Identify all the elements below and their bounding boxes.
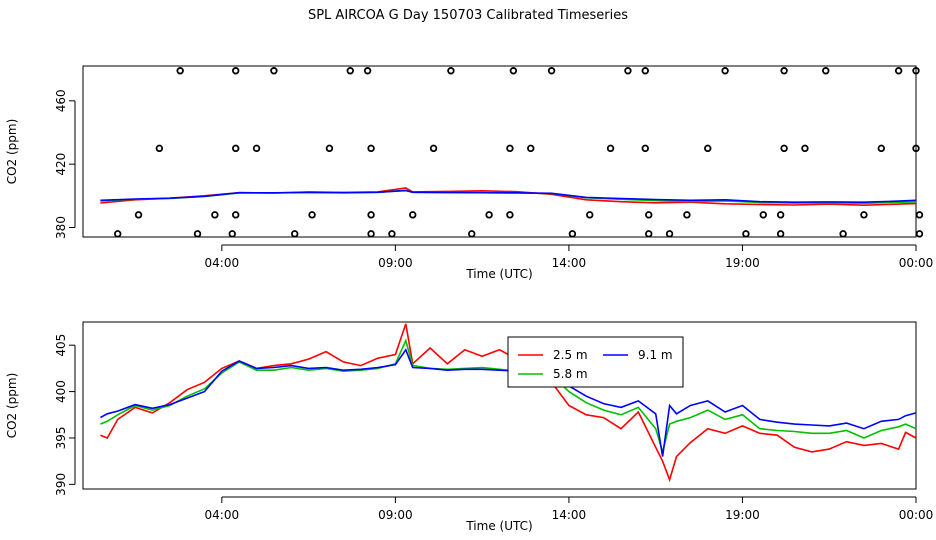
- data-point: [742, 230, 750, 238]
- data-point: [346, 67, 354, 75]
- data-point: [645, 211, 653, 219]
- data-point: [193, 230, 202, 238]
- data-point: [839, 230, 847, 238]
- y-tick-label: 390: [54, 473, 68, 496]
- data-point: [134, 211, 143, 219]
- data-point: [232, 144, 240, 153]
- data-point: [308, 211, 316, 219]
- data-point: [877, 144, 885, 153]
- y-tick-label: 395: [54, 427, 68, 450]
- data-point: [606, 144, 615, 153]
- legend-label: 5.8 m: [553, 367, 588, 381]
- plot-frame: [82, 65, 917, 238]
- legend-box: [507, 336, 684, 388]
- data-point: [704, 144, 712, 153]
- x-tick-label: 09:00: [378, 256, 413, 270]
- data-point: [363, 67, 372, 75]
- data-point: [780, 67, 788, 75]
- data-point: [641, 67, 649, 75]
- data-point: [155, 144, 164, 153]
- data-point: [485, 211, 493, 219]
- data-point: [367, 144, 375, 153]
- data-point: [912, 67, 920, 75]
- chart-title: SPL AIRCOA G Day 150703 Calibrated Times…: [307, 8, 629, 23]
- data-point: [506, 144, 514, 153]
- y-tick-label: 400: [54, 380, 68, 403]
- data-point: [568, 230, 577, 238]
- data-point: [894, 67, 903, 75]
- legend-label: 9.1 m: [638, 348, 673, 362]
- x-tick-label: 00:00: [899, 256, 934, 270]
- y-axis-label: CO2 (ppm): [5, 119, 19, 185]
- data-point: [915, 230, 924, 238]
- x-tick-label: 04:00: [205, 508, 240, 522]
- data-point: [780, 144, 788, 153]
- data-point: [665, 230, 674, 238]
- data-point: [915, 211, 924, 219]
- data-point: [114, 230, 122, 238]
- x-tick-label: 04:00: [205, 256, 240, 270]
- data-point: [447, 67, 455, 75]
- data-point: [232, 67, 240, 75]
- data-point: [429, 144, 438, 153]
- y-tick-label: 405: [54, 334, 68, 357]
- data-point: [468, 230, 476, 238]
- data-point: [776, 211, 785, 219]
- data-point: [409, 211, 417, 219]
- data-point: [252, 144, 261, 153]
- data-point: [822, 67, 830, 75]
- y-tick-label: 460: [54, 89, 68, 112]
- data-point: [912, 144, 920, 153]
- top-panel: 04:00 09:00 14:00 19:00 00:00 Time (UTC) 380 42…: [5, 65, 934, 281]
- data-point: [527, 144, 535, 153]
- x-tick-label: 09:00: [378, 508, 413, 522]
- data-point: [176, 67, 184, 75]
- data-point: [624, 67, 632, 75]
- data-point: [586, 211, 594, 219]
- data-point: [232, 211, 240, 219]
- plot-frame: [82, 321, 917, 490]
- data-point: [641, 144, 649, 153]
- data-point: [367, 211, 375, 219]
- legend-label: 2.5 m: [553, 348, 588, 362]
- y-axis-label: CO2 (ppm): [5, 373, 19, 439]
- x-tick-label: 14:00: [552, 256, 587, 270]
- x-tick-label: 14:00: [552, 508, 587, 522]
- data-point: [228, 230, 236, 238]
- data-point: [270, 67, 278, 75]
- x-tick-label: 19:00: [725, 508, 760, 522]
- y-tick-label: 420: [54, 153, 68, 176]
- data-point: [388, 230, 396, 238]
- data-point: [547, 67, 556, 75]
- x-axis-label: Time (UTC): [465, 267, 532, 281]
- data-point: [509, 67, 518, 75]
- data-point: [367, 230, 375, 238]
- bottom-panel: 04:00 09:00 14:00 19:00 00:00 Time (UTC) 390 39…: [5, 321, 934, 533]
- data-point: [860, 211, 868, 219]
- data-point: [801, 144, 809, 153]
- data-point: [325, 144, 334, 153]
- x-axis-label: Time (UTC): [465, 519, 532, 533]
- data-point: [506, 211, 514, 219]
- x-tick-label: 19:00: [725, 256, 760, 270]
- data-point: [683, 211, 691, 219]
- data-point: [211, 211, 219, 219]
- data-point: [645, 230, 653, 238]
- series-line-9-1-m: [100, 189, 917, 204]
- data-point: [721, 67, 729, 75]
- data-point: [759, 211, 767, 219]
- legend: 2.5 m 5.8 m 9.1 m: [507, 336, 684, 388]
- data-point: [776, 230, 785, 238]
- x-tick-label: 00:00: [899, 508, 934, 522]
- y-tick-label: 380: [54, 216, 68, 239]
- data-point: [291, 230, 299, 238]
